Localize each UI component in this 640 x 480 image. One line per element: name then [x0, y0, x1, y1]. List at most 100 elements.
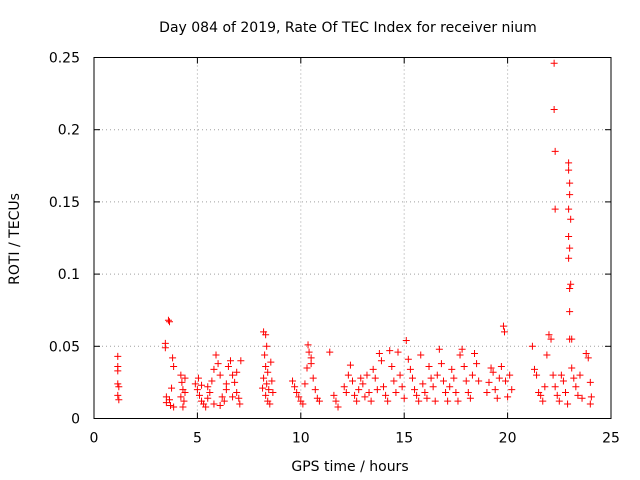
- y-tick-label: 0.05: [49, 339, 80, 355]
- data-point: [442, 389, 450, 397]
- data-point: [194, 374, 202, 382]
- data-point: [566, 244, 574, 252]
- data-point: [586, 378, 594, 386]
- data-point: [543, 351, 551, 359]
- data-point: [491, 386, 499, 394]
- data-point: [210, 400, 218, 408]
- data-point: [235, 394, 243, 402]
- data-point: [437, 360, 445, 368]
- x-tick-label: 15: [395, 431, 413, 447]
- data-point: [315, 397, 323, 405]
- data-point: [334, 403, 342, 411]
- data-point: [550, 59, 558, 67]
- data-point: [551, 383, 559, 391]
- data-point: [191, 380, 199, 388]
- data-point: [419, 380, 427, 388]
- data-point: [233, 368, 241, 376]
- data-point: [365, 389, 373, 397]
- data-points: [114, 59, 595, 411]
- data-point: [565, 159, 573, 167]
- data-point: [377, 357, 385, 365]
- data-point: [547, 335, 555, 343]
- data-point: [549, 371, 557, 379]
- data-point: [394, 348, 402, 356]
- data-point: [431, 397, 439, 405]
- data-point: [551, 147, 559, 155]
- data-point: [567, 280, 575, 288]
- data-point: [423, 394, 431, 402]
- data-point: [471, 350, 479, 358]
- data-point: [384, 397, 392, 405]
- data-point: [444, 397, 452, 405]
- data-point: [528, 342, 536, 350]
- y-tick-label: 0.1: [58, 267, 80, 283]
- data-point: [396, 371, 404, 379]
- data-point: [169, 354, 177, 362]
- data-point: [562, 389, 570, 397]
- data-point: [332, 397, 340, 405]
- data-point: [326, 348, 334, 356]
- data-point: [435, 345, 443, 353]
- data-point: [473, 360, 481, 368]
- data-point: [433, 371, 441, 379]
- x-tick-label: 0: [90, 431, 99, 447]
- data-point: [180, 397, 188, 405]
- data-point: [564, 400, 572, 408]
- data-point: [450, 374, 458, 382]
- data-point: [115, 383, 123, 391]
- data-point: [351, 391, 359, 399]
- data-point: [293, 389, 301, 397]
- y-axis-label: ROTI / TECUs: [7, 193, 23, 285]
- data-point: [178, 378, 186, 386]
- data-point: [229, 371, 237, 379]
- data-point: [458, 345, 466, 353]
- data-point: [464, 389, 472, 397]
- data-point: [489, 368, 497, 376]
- data-point: [170, 403, 178, 411]
- data-point: [462, 377, 470, 385]
- data-point: [582, 350, 590, 358]
- grid-lines: [94, 57, 611, 419]
- data-point: [500, 328, 508, 336]
- data-point: [179, 403, 187, 411]
- data-point: [259, 384, 267, 392]
- data-point: [167, 402, 175, 410]
- data-point: [226, 357, 234, 365]
- data-point: [269, 389, 277, 397]
- data-point: [446, 383, 454, 391]
- data-point: [216, 371, 224, 379]
- data-point: [508, 386, 516, 394]
- data-point: [222, 380, 230, 388]
- data-point: [309, 374, 317, 382]
- data-point: [214, 360, 222, 368]
- data-point: [375, 350, 383, 358]
- data-point: [485, 378, 493, 386]
- data-point: [550, 105, 558, 113]
- data-point: [237, 357, 245, 365]
- data-point: [303, 364, 311, 372]
- data-point: [301, 380, 309, 388]
- data-point: [487, 364, 495, 372]
- data-point: [193, 386, 201, 394]
- data-point: [208, 377, 216, 385]
- data-point: [210, 365, 218, 373]
- data-point: [373, 386, 381, 394]
- data-point: [262, 331, 270, 339]
- data-point: [359, 380, 367, 388]
- data-point: [304, 341, 312, 349]
- data-point: [367, 397, 375, 405]
- data-point: [570, 374, 578, 382]
- data-point: [263, 380, 271, 388]
- data-point: [218, 393, 226, 401]
- data-point: [566, 179, 574, 187]
- data-point: [429, 383, 437, 391]
- data-point: [220, 397, 228, 405]
- data-point: [574, 391, 582, 399]
- data-point: [202, 403, 210, 411]
- data-point: [346, 361, 354, 369]
- data-point: [114, 367, 122, 375]
- data-point: [466, 394, 474, 402]
- data-point: [565, 254, 573, 262]
- data-point: [177, 393, 185, 401]
- data-point: [231, 378, 239, 386]
